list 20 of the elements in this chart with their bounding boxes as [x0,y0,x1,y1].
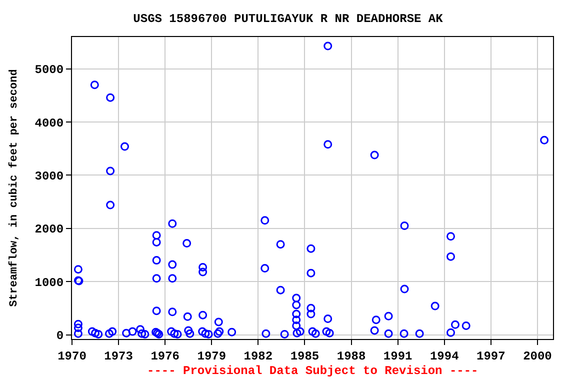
x-tick-label: 1985 [290,349,320,364]
y-tick-label: 2000 [34,222,64,237]
x-tick-label: 1970 [58,349,86,364]
y-axis-title: Streamflow, in cubic feet per second [7,69,20,307]
x-tick-label: 1991 [383,349,412,364]
x-tick-label: 1982 [244,349,273,364]
x-tick-label: 1988 [336,349,366,364]
y-tick-label: 0 [56,328,64,343]
x-tick-label: 1997 [476,349,506,364]
chart-title: USGS 15896700 PUTULIGAYUK R NR DEADHORSE AK [133,12,444,26]
y-tick-label: 1000 [34,276,64,290]
y-tick-label: 4000 [34,116,64,130]
x-tick-label: 1979 [197,349,226,364]
y-tick-label: 3000 [34,169,64,184]
text: ---- Provisional Data Subject to Revision ---- [147,364,478,378]
y-tick-label: 5000 [34,63,64,78]
x-tick-label: 1973 [104,349,133,364]
x-tick-label: 2000 [523,349,552,364]
x-tick-label: 1994 [430,349,459,364]
x-tick-label: 1976 [150,349,180,364]
